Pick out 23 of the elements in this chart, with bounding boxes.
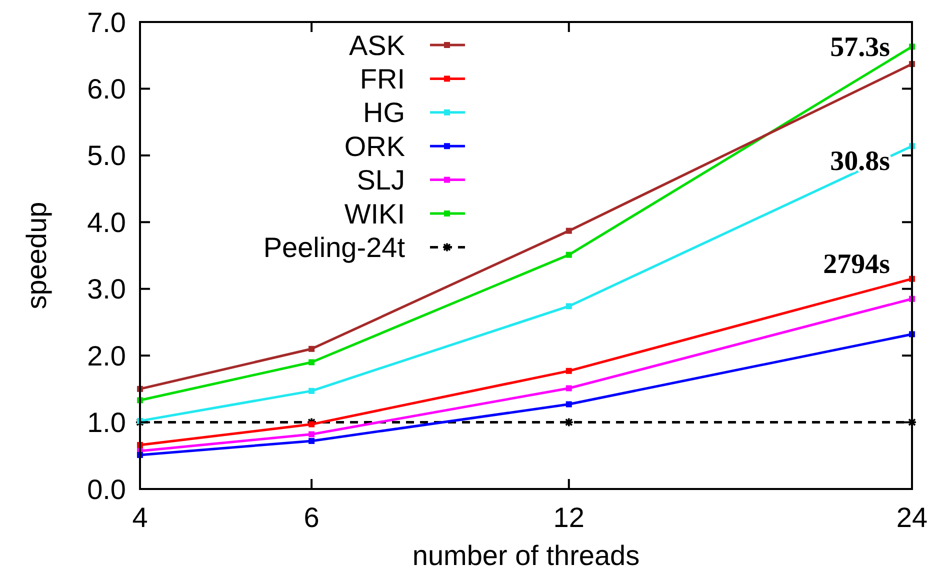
- y-tick-label: 6.0: [87, 74, 126, 105]
- legend-label: HG: [363, 97, 405, 128]
- y-axis-title: speedup: [21, 202, 52, 310]
- legend-label: ORK: [344, 130, 406, 162]
- legend-label: Peeling-24t: [263, 232, 406, 263]
- x-tick-label: 6: [304, 502, 320, 533]
- y-tick-label: 1.0: [87, 407, 126, 438]
- annotation: 57.3s: [830, 32, 890, 63]
- legend-label: FRI: [360, 64, 405, 94]
- y-tick-label: 4.0: [87, 206, 126, 238]
- x-tick-label: 24: [896, 502, 928, 533]
- x-axis-title: number of threads: [412, 540, 640, 571]
- y-tick-label: 7.0: [87, 6, 126, 38]
- y-tick-label: 0.0: [87, 474, 126, 505]
- x-tick-label: 4: [132, 502, 148, 533]
- x-tick-label: 12: [553, 502, 584, 533]
- legend-label: SLJ: [356, 164, 405, 196]
- legend-label: WIKI: [344, 198, 405, 230]
- legend-label: ASK: [348, 30, 406, 61]
- y-tick-label: 3.0: [87, 274, 126, 305]
- y-tick-label: 5.0: [87, 140, 126, 172]
- annotation: 2794s: [823, 248, 890, 280]
- y-tick-label: 2.0: [87, 340, 126, 372]
